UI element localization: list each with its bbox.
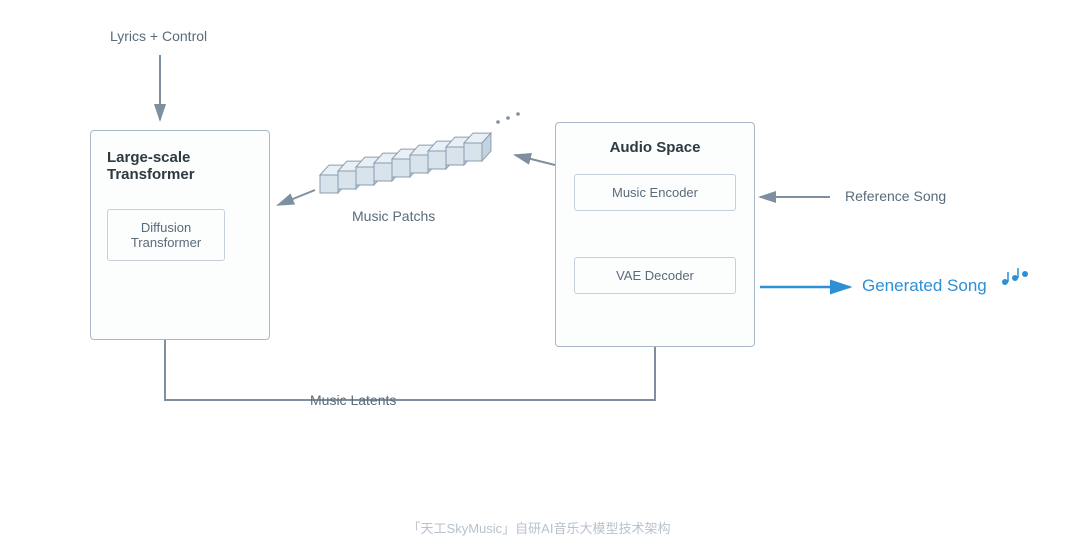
generated-song-label: Generated Song bbox=[862, 276, 987, 296]
transformer-box: Large-scale Transformer Diffusion Transf… bbox=[90, 130, 270, 340]
caption-text: 「天工SkyMusic」自研AI音乐大模型技术架构 bbox=[0, 518, 1078, 537]
ellipsis-dots bbox=[496, 112, 520, 124]
arrow-patches-to-transformer bbox=[278, 190, 315, 205]
transformer-title-1: Large-scale bbox=[107, 149, 253, 166]
vae-decoder-box: VAE Decoder bbox=[574, 257, 736, 294]
transformer-title-2: Transformer bbox=[107, 166, 253, 183]
audio-space-box: Audio Space Music Encoder VAE Decoder bbox=[555, 122, 755, 347]
reference-song-label: Reference Song bbox=[845, 188, 946, 204]
lyrics-control-label: Lyrics + Control bbox=[110, 28, 207, 44]
arrow-encoder-to-patches bbox=[515, 155, 555, 165]
music-latents-label: Music Latents bbox=[310, 392, 396, 408]
music-notes-icon bbox=[1002, 268, 1028, 285]
music-patches-cubes bbox=[320, 133, 491, 193]
audio-space-title: Audio Space bbox=[574, 139, 736, 156]
music-patchs-label: Music Patchs bbox=[352, 208, 435, 224]
music-encoder-box: Music Encoder bbox=[574, 174, 736, 211]
diffusion-transformer-box: Diffusion Transformer bbox=[107, 209, 225, 261]
